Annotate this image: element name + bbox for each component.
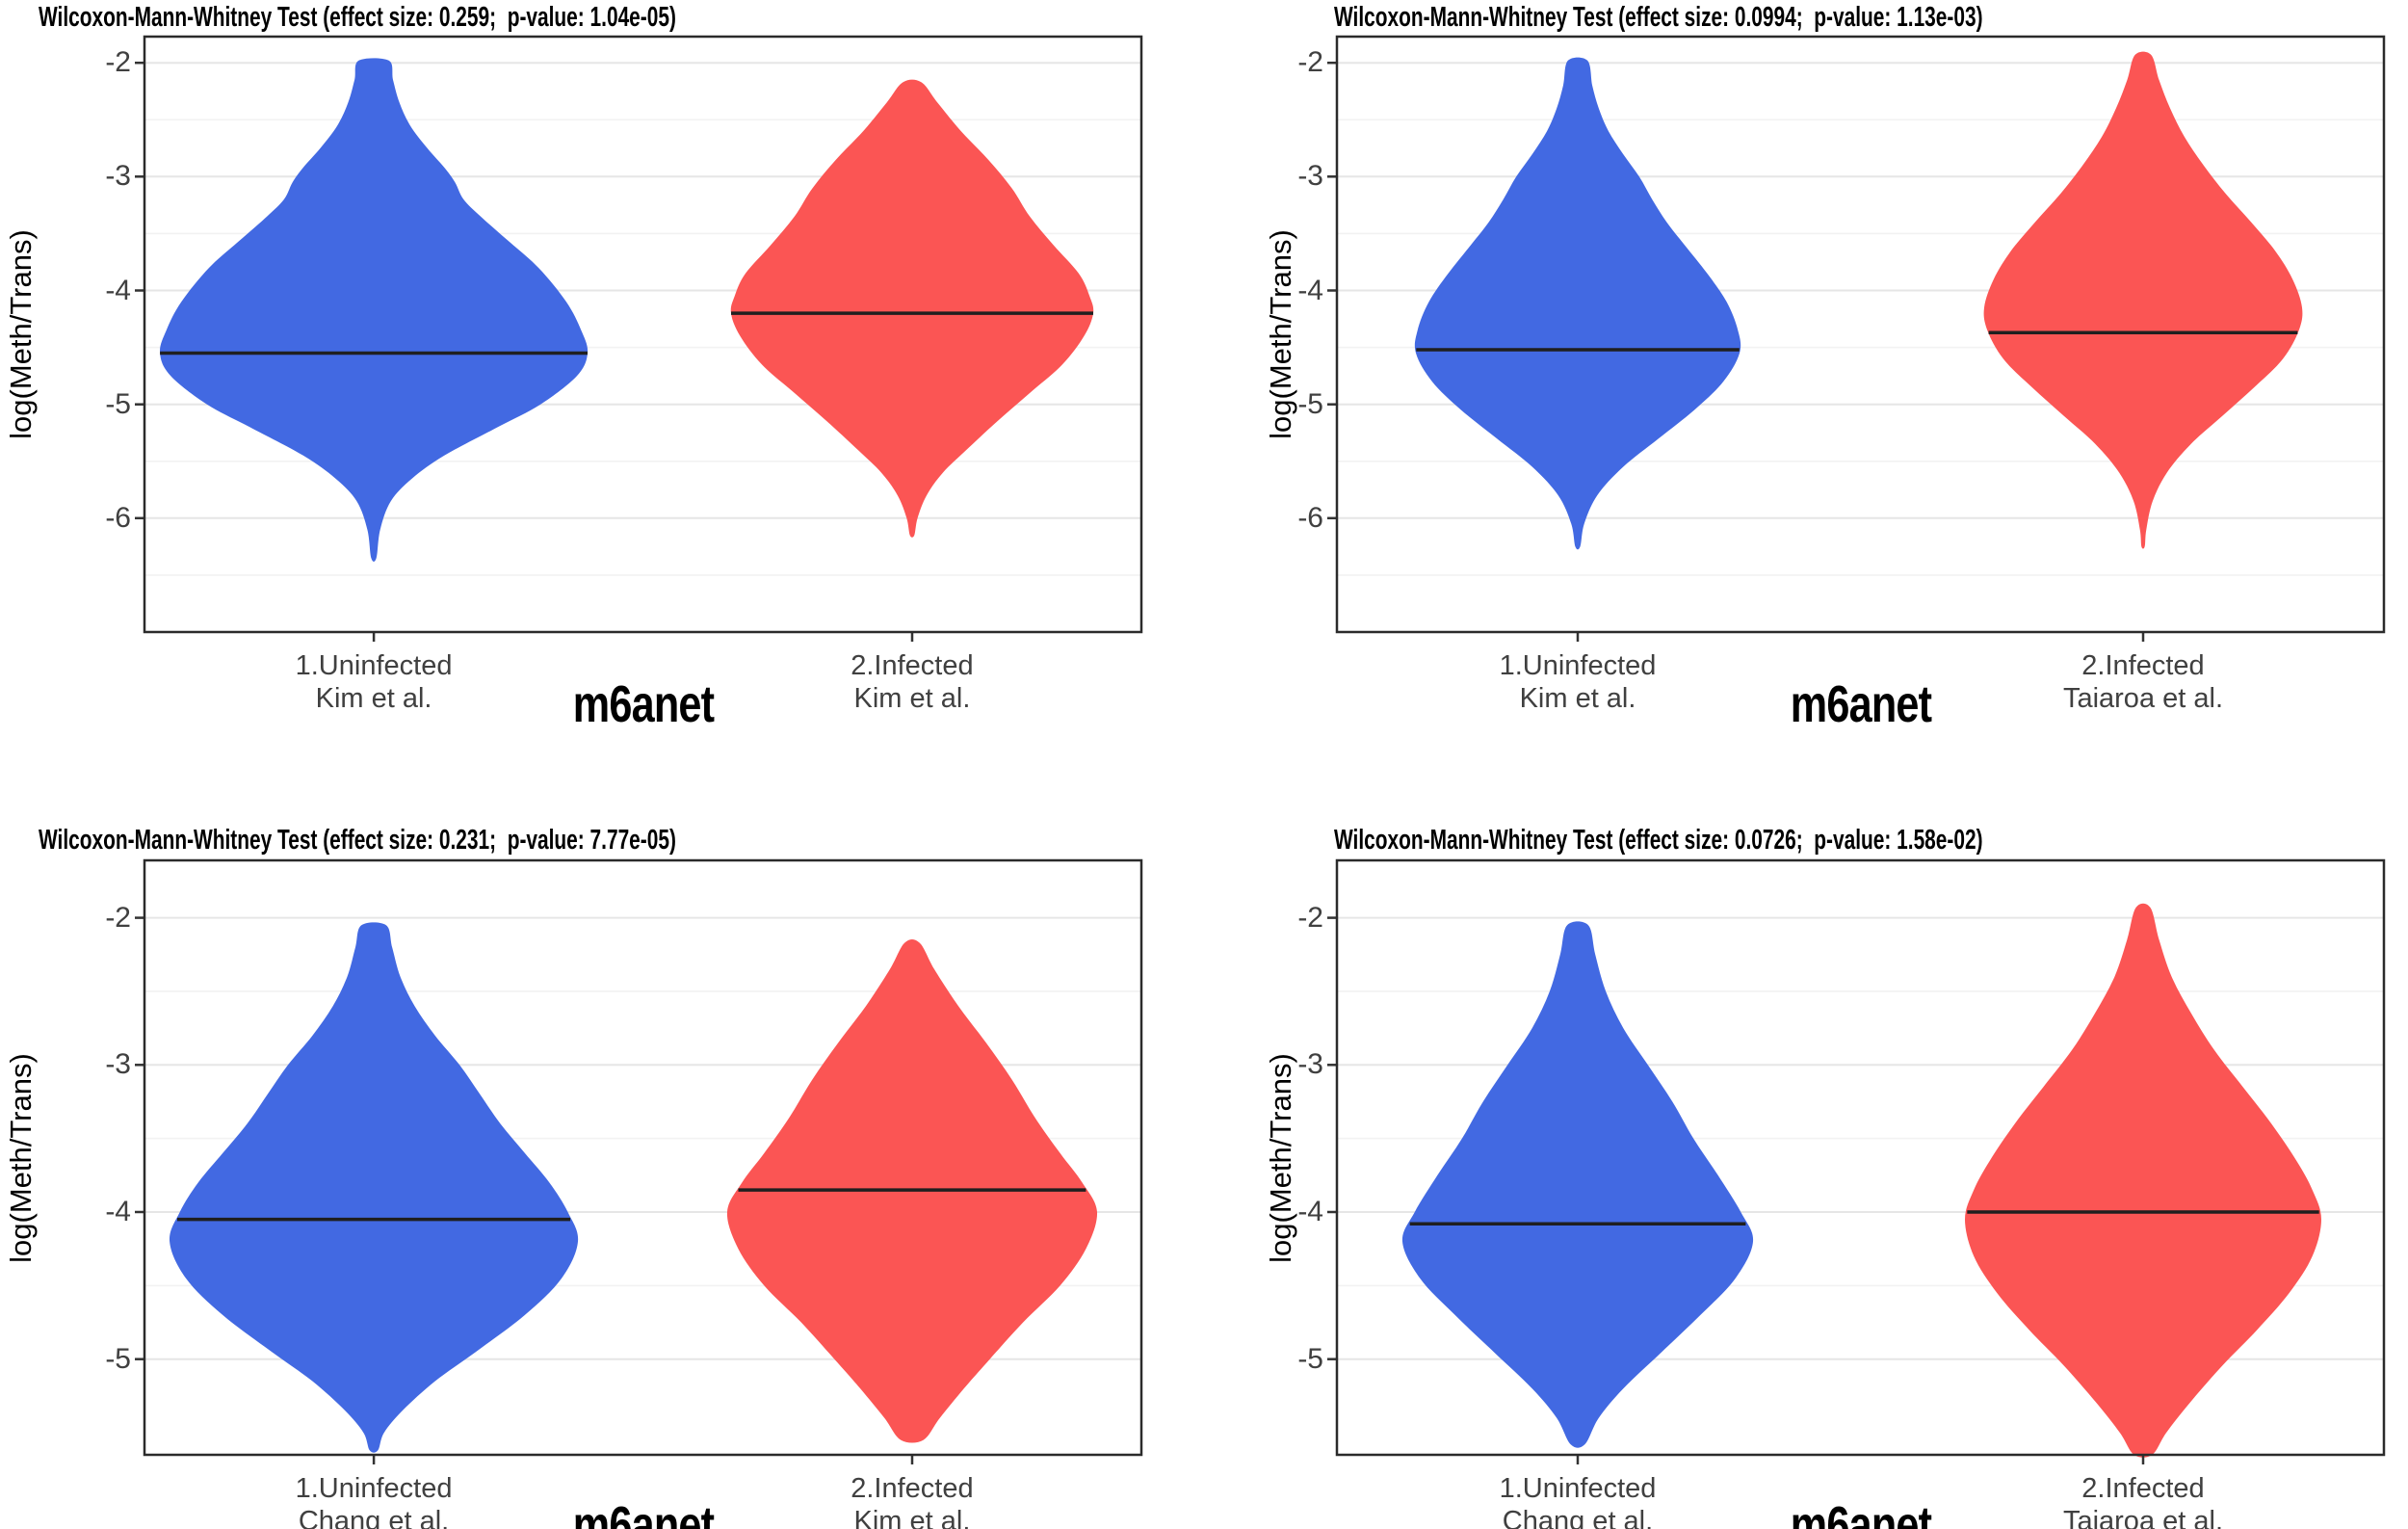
y-tick-label: -5 — [105, 387, 131, 420]
panel-title: Wilcoxon-Mann-Whitney Test (effect size:… — [39, 825, 676, 856]
y-tick-label: -2 — [1297, 46, 1323, 79]
x-tick-label-study: Chang et al. — [1502, 1506, 1654, 1529]
y-axis-label: log(Meth/Trans) — [4, 229, 38, 439]
x-tick-label-group: 1.Uninfected — [1499, 650, 1657, 681]
method-label: m6anet — [572, 1496, 714, 1529]
y-tick-label: -2 — [1297, 901, 1323, 934]
y-tick-label: -5 — [1297, 387, 1323, 420]
violin-uninfected — [159, 58, 589, 562]
x-tick-label-study: Taiaroa et al. — [2062, 1506, 2223, 1529]
panel-border — [143, 858, 1143, 1457]
y-tick-label: -5 — [1297, 1342, 1323, 1375]
violin-infected — [730, 79, 1094, 538]
y-tick-label: -4 — [105, 274, 131, 306]
y-tick-label: -4 — [1297, 1196, 1323, 1227]
panel-border — [1335, 858, 2386, 1457]
y-axis-label: log(Meth/Trans) — [1264, 229, 1297, 439]
y-tick-label: -6 — [105, 501, 131, 534]
panel-title: Wilcoxon-Mann-Whitney Test (effect size:… — [1334, 825, 1983, 856]
x-tick-label-group: 2.Infected — [851, 1473, 974, 1504]
panel-title: Wilcoxon-Mann-Whitney Test (effect size:… — [39, 2, 676, 33]
x-tick-label-group: 2.Infected — [851, 650, 974, 681]
violin-uninfected — [169, 922, 579, 1453]
violin-infected — [1965, 903, 2321, 1458]
panel-title: Wilcoxon-Mann-Whitney Test (effect size:… — [1334, 2, 1983, 33]
y-tick-label: -3 — [1297, 160, 1323, 193]
panel-border — [143, 35, 1143, 634]
violin-uninfected — [1401, 921, 1754, 1448]
method-label: m6anet — [572, 675, 714, 733]
y-tick-label: -5 — [105, 1342, 131, 1375]
violin-infected — [1983, 51, 2303, 549]
y-tick-label: -4 — [1297, 274, 1323, 306]
x-tick-label-group: 1.Uninfected — [295, 650, 453, 681]
x-tick-label-group: 2.Infected — [2081, 650, 2205, 681]
x-tick-label-group: 1.Uninfected — [1499, 1473, 1657, 1504]
x-tick-label-study: Kim et al. — [853, 1506, 971, 1529]
x-tick-label-study: Kim et al. — [315, 683, 432, 714]
y-tick-label: -3 — [1297, 1048, 1323, 1081]
method-label: m6anet — [1790, 1496, 1931, 1529]
x-tick-label-group: 2.Infected — [2081, 1473, 2205, 1504]
y-axis-label: log(Meth/Trans) — [1264, 1052, 1297, 1263]
y-axis-label: log(Meth/Trans) — [4, 1052, 38, 1263]
y-tick-label: -3 — [105, 1048, 131, 1081]
y-tick-label: -4 — [105, 1196, 131, 1227]
panel-border — [1335, 35, 2386, 634]
y-tick-label: -2 — [105, 46, 131, 79]
x-tick-label-study: Kim et al. — [1519, 683, 1636, 714]
x-tick-label-study: Kim et al. — [853, 683, 971, 714]
x-tick-label-study: Taiaroa et al. — [2062, 683, 2223, 714]
x-tick-label-study: Chang et al. — [298, 1506, 450, 1529]
method-label: m6anet — [1790, 675, 1931, 733]
x-tick-label-group: 1.Uninfected — [295, 1473, 453, 1504]
violin-uninfected — [1414, 57, 1741, 550]
y-tick-label: -2 — [105, 901, 131, 934]
y-tick-label: -3 — [105, 160, 131, 193]
y-tick-label: -6 — [1297, 501, 1323, 534]
